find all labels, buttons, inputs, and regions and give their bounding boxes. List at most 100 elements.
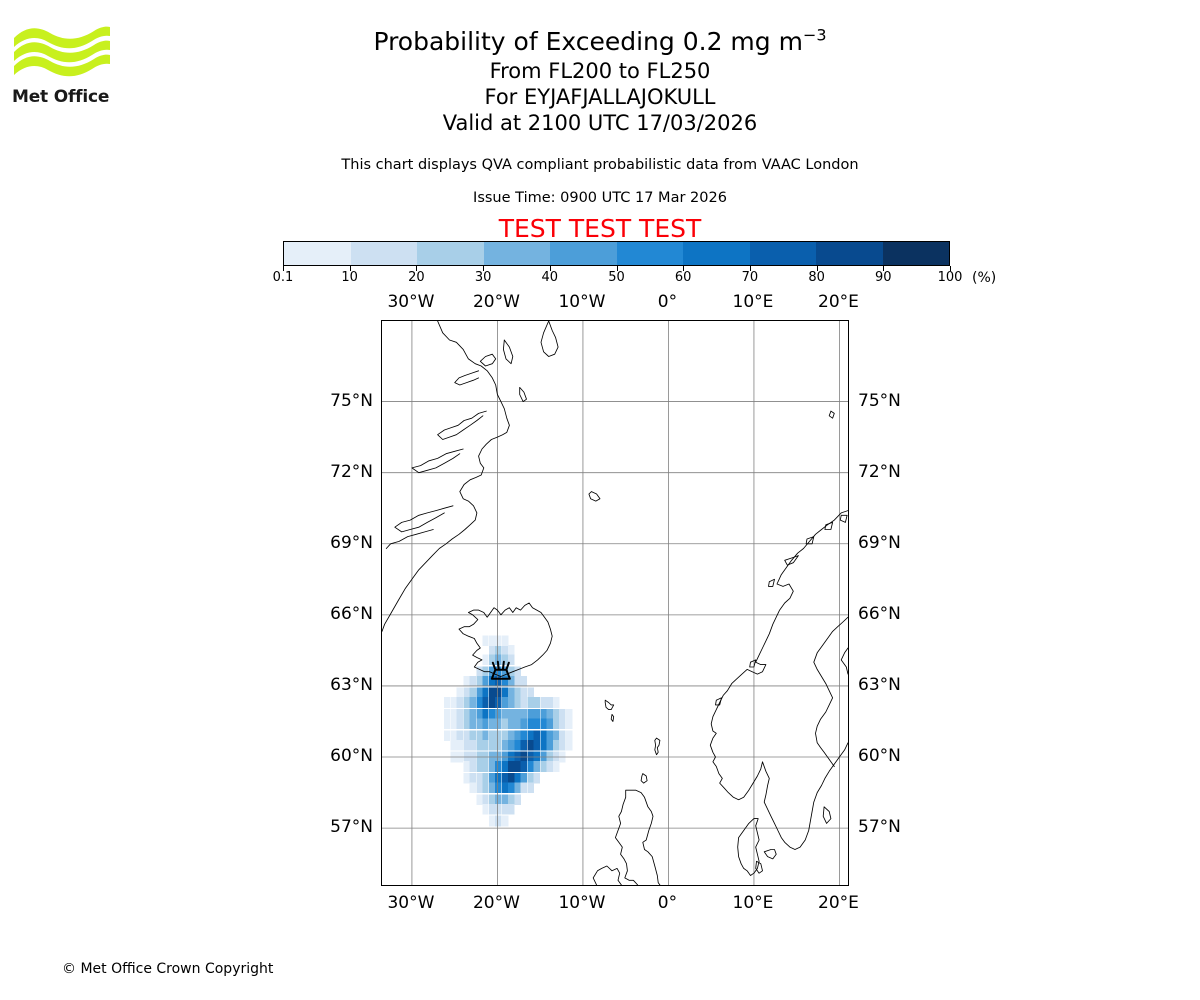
lat-label-right-69: 69°N	[858, 532, 901, 553]
lat-label-left-72: 72°N	[330, 461, 373, 482]
ash-cell	[507, 654, 515, 666]
ash-cell	[456, 718, 464, 730]
ash-cell	[553, 730, 560, 742]
ash-cell	[553, 697, 560, 708]
ash-cell	[533, 773, 540, 784]
colorbar-tick-label-60: 60	[674, 270, 692, 285]
ash-cell	[514, 730, 522, 742]
ash-cell	[476, 709, 483, 720]
ash-probability-map[interactable]	[381, 320, 849, 886]
ash-cell	[489, 654, 496, 666]
colorbar-band-9	[882, 242, 949, 265]
ash-cell	[566, 730, 573, 742]
lon-label-bottom--10: 10°W	[558, 893, 606, 913]
ash-cell	[507, 666, 515, 678]
coastline-bear-island	[828, 410, 835, 419]
coastline-gl-isl2	[519, 386, 527, 403]
ash-cell	[463, 718, 470, 730]
coastline-sweden-n	[813, 616, 848, 767]
ash-cell	[482, 675, 489, 687]
colorbar-bands	[283, 241, 950, 266]
ash-cell	[482, 697, 489, 708]
issue-time-label: Issue Time: 0900 UTC 17 Mar 2026	[473, 190, 727, 206]
ash-cell	[501, 773, 509, 784]
ash-cell	[482, 739, 489, 751]
colorbar-band-2	[417, 242, 484, 265]
ash-cell	[507, 697, 515, 708]
lon-label-bottom--20: 20°W	[472, 893, 520, 913]
met-office-wave-mark	[14, 26, 110, 77]
copyright-notice: © Met Office Crown Copyright	[62, 961, 274, 977]
ash-cell	[443, 730, 451, 742]
ash-cell	[501, 794, 509, 806]
colorbar-tick-mark	[349, 266, 351, 271]
colorbar-tick-mark	[483, 266, 485, 271]
ash-cell	[489, 803, 496, 815]
ash-cell	[514, 687, 522, 699]
ash-cell	[501, 718, 509, 730]
ash-cell	[476, 687, 483, 699]
ash-cell	[463, 773, 470, 784]
ash-cell	[527, 718, 534, 730]
ash-cell	[540, 739, 547, 751]
colorbar-tick-mark	[950, 266, 951, 271]
ash-cell	[553, 739, 560, 751]
ash-cell	[450, 697, 458, 708]
ash-cell	[533, 730, 540, 742]
coastline-orkney	[640, 773, 648, 784]
lon-label-bottom--30: 30°W	[387, 893, 435, 913]
ash-cell	[559, 739, 566, 751]
ash-cell	[495, 645, 502, 656]
page-title: Probability of Exceeding 0.2 mg m−3	[0, 26, 1200, 58]
ash-cell	[495, 782, 502, 794]
ash-cell	[533, 697, 540, 708]
ash-cell	[546, 761, 553, 772]
map-canvas	[382, 321, 848, 885]
ash-cell	[507, 645, 515, 656]
ash-cell	[507, 773, 515, 784]
lat-label-right-66: 66°N	[858, 603, 901, 624]
ash-cell	[495, 697, 502, 708]
ash-cell	[520, 718, 528, 730]
ash-cell	[520, 782, 528, 794]
lat-label-left-66: 66°N	[330, 603, 373, 624]
lat-label-right-60: 60°N	[858, 746, 901, 767]
ash-cell	[476, 697, 483, 708]
lon-label-top-20: 20°E	[818, 292, 859, 312]
valid-time-subtitle: Valid at 2100 UTC 17/03/2026	[442, 111, 758, 135]
colorbar-band-0	[284, 242, 351, 265]
coastline-jan-mayen	[588, 491, 601, 502]
ash-probability-cells	[443, 635, 573, 827]
ash-cell	[463, 709, 470, 720]
ash-cell	[507, 718, 515, 730]
lon-label-bottom-10: 10°E	[732, 893, 774, 913]
ash-cell	[456, 697, 464, 708]
ash-cell	[514, 773, 522, 784]
ash-cell	[501, 687, 509, 699]
ash-cell	[507, 782, 515, 794]
coastline-greenland-fjord3	[411, 448, 464, 474]
ash-cell	[495, 730, 502, 742]
ash-cell	[559, 730, 566, 742]
lon-label-bottom-20: 20°E	[818, 893, 859, 913]
coastline-greenland-fjord5	[385, 529, 434, 549]
coastline-gl-isl3	[479, 353, 497, 367]
ash-cell	[495, 709, 502, 720]
ash-cell	[514, 675, 522, 687]
ash-cell	[469, 761, 476, 772]
coastline-greenland-fjord2	[437, 410, 487, 440]
ash-cell	[501, 709, 509, 720]
coastline-denmark-zealand	[763, 849, 777, 860]
ash-cell	[463, 730, 470, 742]
ash-cell	[476, 666, 483, 678]
colorbar-tick-mark	[883, 266, 885, 271]
ash-cell	[495, 654, 502, 666]
colorbar-tick-label-80: 80	[808, 270, 825, 285]
ash-cell	[495, 794, 502, 806]
volcano-icon	[490, 660, 511, 680]
coastline-nor-isl2	[749, 659, 757, 668]
ash-cell	[540, 697, 547, 708]
ash-cell	[520, 773, 528, 784]
probability-colorbar	[283, 241, 950, 266]
colorbar-tick-label-20: 20	[408, 270, 425, 285]
